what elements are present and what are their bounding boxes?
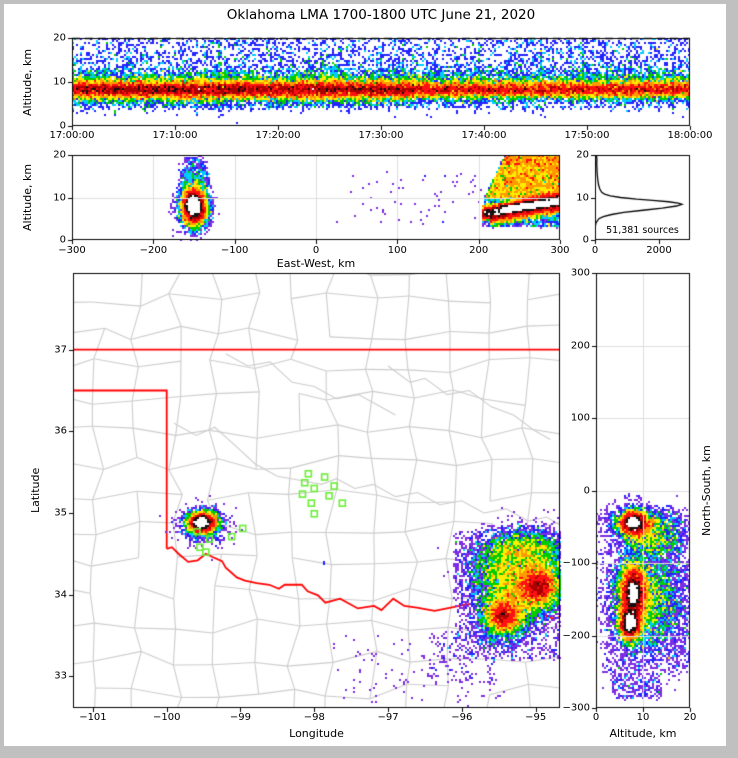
panel-map — [73, 273, 560, 708]
panel-altitude-histogram — [595, 155, 690, 240]
panel-east-west-altitude — [72, 155, 560, 240]
panel-time-height — [72, 38, 690, 126]
panel-north-south-altitude — [596, 273, 690, 708]
